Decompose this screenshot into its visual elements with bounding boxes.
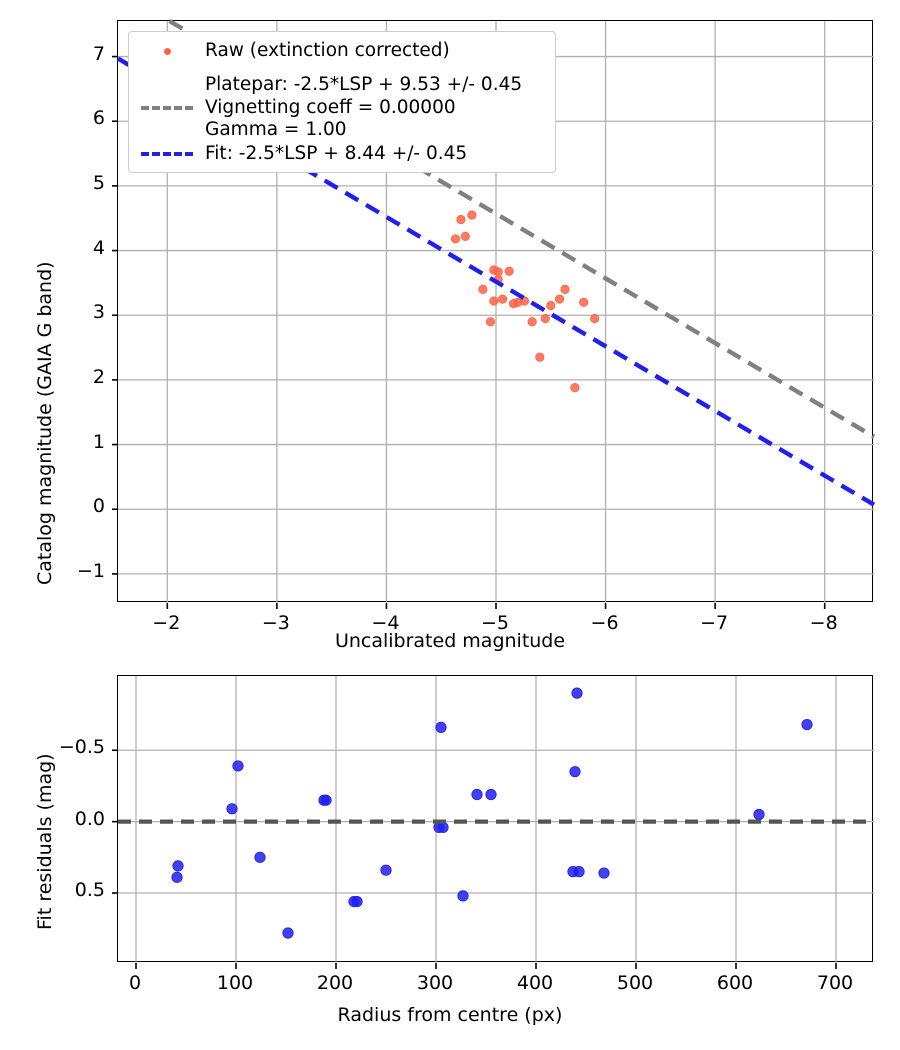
dashed-gray-line-icon	[139, 105, 195, 110]
data-point	[493, 267, 503, 277]
legend-entry-raw: Raw (extinction corrected)	[139, 40, 450, 63]
data-point	[380, 864, 392, 876]
legend-entry-platepar: Platepar: -2.5*LSP + 9.53 +/- 0.45 Vigne…	[139, 74, 522, 142]
data-point	[590, 313, 600, 324]
legend-label-fit: Fit: -2.5*LSP + 8.44 +/- 0.45	[205, 143, 468, 164]
legend-label-vignetting: Vignetting coeff = 0.00000	[205, 96, 456, 118]
data-point	[478, 284, 488, 294]
data-point	[172, 860, 184, 872]
trend-line	[168, 19, 876, 439]
data-point	[546, 300, 556, 311]
calibration-plot-canvas	[112, 19, 876, 609]
xtick-label: −5	[480, 612, 509, 634]
residuals-xlabel: Radius from centre (px)	[337, 1004, 563, 1026]
data-point	[571, 687, 583, 699]
xtick-label: −6	[590, 612, 619, 634]
data-point	[485, 788, 497, 801]
data-point	[171, 871, 183, 883]
data-point	[471, 788, 483, 801]
ytick-label: 2	[92, 365, 105, 388]
scatter-series	[450, 210, 600, 393]
xtick-label: 100	[216, 972, 254, 994]
data-point	[570, 383, 580, 393]
residuals-plot-canvas	[112, 676, 874, 969]
ytick-label: 3	[92, 301, 105, 324]
data-point	[497, 294, 508, 304]
data-point	[226, 803, 238, 815]
scatter-series	[171, 687, 813, 939]
legend-entry-fit: Fit: -2.5*LSP + 8.44 +/- 0.45	[139, 143, 467, 166]
ytick-label: −1	[76, 559, 105, 582]
ytick-label: 7	[92, 42, 105, 65]
data-point	[457, 890, 469, 902]
ytick-label: 0.0	[74, 807, 105, 830]
ytick-label: −0.5	[58, 736, 105, 759]
data-point	[540, 313, 550, 324]
data-point	[232, 760, 244, 772]
legend-label-gamma: Gamma = 1.00	[205, 119, 347, 141]
data-point	[554, 294, 565, 304]
xtick-label: 300	[416, 972, 454, 994]
xtick-label: −4	[371, 612, 400, 634]
xtick-label: 700	[816, 972, 854, 994]
calibration-legend: Raw (extinction corrected) Platepar: -2.…	[128, 31, 556, 173]
data-point	[320, 794, 332, 806]
residuals-ylabel: Fit residuals (mag)	[34, 753, 56, 930]
data-point	[753, 808, 765, 821]
xtick-label: −2	[152, 612, 181, 634]
residuals-plot-axes	[112, 675, 874, 969]
data-point	[489, 296, 499, 306]
data-point	[450, 234, 461, 244]
ytick-label: 0	[92, 495, 105, 518]
data-point	[598, 867, 610, 879]
data-point	[527, 317, 537, 327]
xtick-label: 0	[128, 972, 142, 994]
legend-label-raw: Raw (extinction corrected)	[205, 40, 450, 61]
ytick-label: 4	[92, 236, 105, 259]
calibration-xlabel: Uncalibrated magnitude	[334, 630, 566, 652]
data-point	[573, 866, 585, 878]
xtick-label: −7	[700, 612, 729, 634]
data-point	[456, 214, 466, 225]
data-point	[504, 266, 514, 276]
scatter-dot-icon	[139, 47, 195, 55]
data-point	[569, 766, 581, 778]
data-point	[460, 231, 470, 241]
data-point	[467, 210, 477, 220]
xtick-label: −8	[809, 612, 838, 634]
data-point	[282, 927, 294, 939]
ytick-label: 0.5	[74, 879, 105, 902]
data-point	[435, 721, 447, 734]
xtick-label: 400	[516, 972, 554, 994]
ytick-label: 6	[92, 107, 105, 130]
data-point	[254, 851, 266, 863]
xtick-label: 200	[316, 972, 354, 994]
ytick-label: 5	[92, 171, 105, 194]
data-point	[535, 352, 545, 362]
xtick-label: 500	[616, 972, 654, 994]
xtick-label: 600	[716, 972, 754, 994]
data-point	[560, 284, 570, 294]
data-point	[485, 317, 496, 327]
xtick-label: −3	[261, 612, 290, 634]
legend-label-platepar: Platepar: -2.5*LSP + 9.53 +/- 0.45	[205, 74, 523, 95]
data-point	[579, 297, 589, 307]
data-point	[351, 896, 363, 908]
data-point	[801, 718, 813, 731]
ytick-label: 1	[92, 430, 105, 453]
dashed-blue-line-icon	[139, 152, 195, 157]
